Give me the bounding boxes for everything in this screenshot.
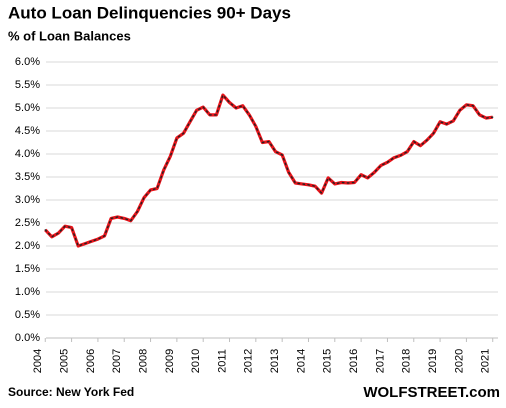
x-tick-label: 2014 [295, 349, 307, 373]
y-tick-label: 1.5% [15, 263, 40, 275]
x-tick-label: 2005 [58, 349, 70, 373]
x-tick-label: 2004 [32, 349, 44, 373]
x-tick-label: 2015 [322, 349, 334, 373]
x-tick-label: 2006 [85, 349, 97, 373]
x-tick-label: 2018 [401, 349, 413, 373]
chart-subtitle: % of Loan Balances [8, 28, 131, 43]
y-tick-label: 5.0% [15, 102, 40, 114]
y-tick-label: 1.0% [15, 286, 40, 298]
y-tick-label: 4.5% [15, 125, 40, 137]
x-tick-label: 2019 [427, 349, 439, 373]
y-tick-label: 2.0% [15, 240, 40, 252]
x-tick-label: 2012 [243, 349, 255, 373]
x-tick-label: 2016 [348, 349, 360, 373]
y-tick-label: 2.5% [15, 217, 40, 229]
x-tick-label: 2009 [164, 349, 176, 373]
brand: WOLFSTREET.com [363, 384, 500, 401]
y-tick-label: 3.5% [15, 171, 40, 183]
y-tick-label: 5.5% [15, 79, 40, 91]
y-tick-label: 0.0% [15, 332, 40, 344]
chart-title: Auto Loan Delinquencies 90+ Days [8, 3, 291, 22]
x-tick-label: 2017 [374, 349, 386, 373]
x-tick-label: 2007 [111, 349, 123, 373]
y-tick-label: 6.0% [15, 56, 40, 68]
x-tick-label: 2008 [137, 349, 149, 373]
x-tick-label: 2021 [480, 349, 492, 373]
source: Source: New York Fed [8, 385, 134, 399]
x-tick-label: 2011 [216, 349, 228, 373]
y-tick-label: 3.0% [15, 194, 40, 206]
x-tick-label: 2013 [269, 349, 281, 373]
x-tick-label: 2020 [453, 349, 465, 373]
series-dots [44, 93, 494, 247]
x-tick-label: 2010 [190, 349, 202, 373]
y-tick-label: 0.5% [15, 309, 40, 321]
y-tick-label: 4.0% [15, 148, 40, 160]
